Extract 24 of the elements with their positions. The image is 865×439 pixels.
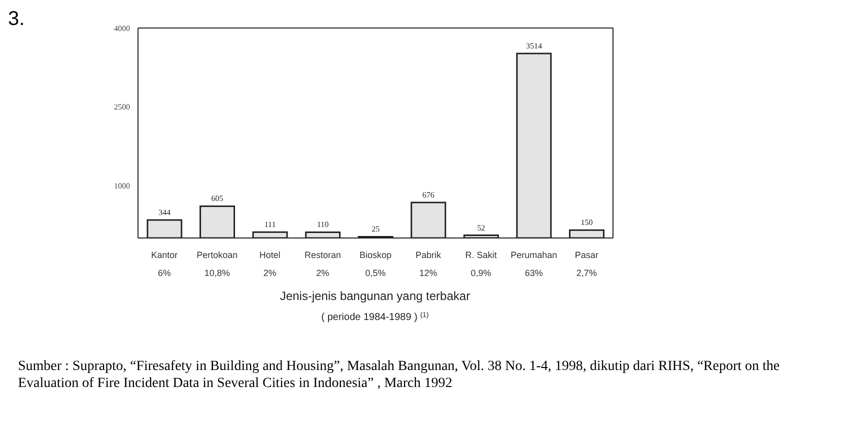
data-label: 605: [211, 194, 224, 204]
data-label: 25: [372, 224, 380, 234]
x-tick-label: Pasar 2,7%: [574, 250, 598, 278]
x-axis-title: Jenis-jenis bangunan yang terbakar ( periode 1984-1989 ) $^{(1)}$: [280, 289, 470, 323]
x-tick-label: Hotel 2%: [259, 250, 280, 278]
data-label: 110: [316, 220, 329, 230]
x-tick-label: Restoran 2%: [304, 250, 341, 278]
data-label: 3514: [526, 42, 542, 51]
x-tick-label: Perumahan 63%: [510, 250, 558, 278]
x-tick-label: R. Sakit 0,9%: [465, 250, 498, 278]
y-tick-label: 1000: [114, 181, 130, 190]
y-tick-label: 2500: [114, 102, 130, 112]
x-tick-label: Bioskop 0,5%: [359, 250, 392, 278]
data-label: 111: [264, 220, 276, 230]
x-tick-label: Kantor 6%: [151, 250, 178, 278]
data-label: 676: [422, 190, 434, 200]
y-tick-label: 4000: [114, 24, 130, 33]
x-tick-label: Pertokoan 10,8%: [196, 250, 238, 278]
x-tick-label: Pabrik 12%: [416, 250, 442, 278]
text: Sumber : Suprapto, “Firesafety in Building and Housing”, Masalah Bangunan, Vol. 38 No. 1-4, 1998, dikutip dari RIHS, “Report on the Evaluation of Fire Incident Data in Several Cities in Indonesia” , March 1992: [18, 358, 781, 392]
chart-title: 3.: [8, 8, 25, 31]
data-label: 344: [158, 208, 170, 217]
data-label: 52: [477, 223, 486, 232]
data-label: 150: [580, 218, 593, 228]
